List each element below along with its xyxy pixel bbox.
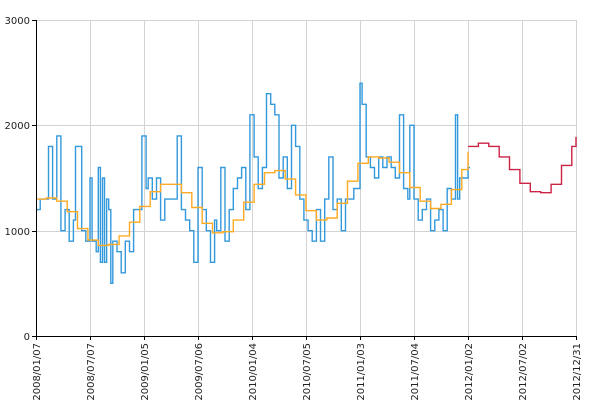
x-tick-label: 2012/12/31 <box>572 343 583 400</box>
x-tick-label: 2012/01/02 <box>464 343 475 400</box>
y-tick-label: 1000 <box>5 227 30 238</box>
grid <box>36 20 577 337</box>
series-2-line <box>36 151 469 247</box>
y-tick-label: 0 <box>24 332 30 343</box>
x-tick-label: 2008/01/07 <box>32 343 43 400</box>
series-layer <box>36 82 577 284</box>
series-1-line <box>36 82 471 284</box>
x-tick-label: 2011/07/04 <box>410 343 421 400</box>
x-tick-label: 2010/01/04 <box>248 343 259 400</box>
x-tick-label: 2009/01/05 <box>140 343 151 400</box>
axes <box>32 20 577 340</box>
tick-labels: 0 1000 2000 3000 2008/01/07 2008/07/07 2009/01… <box>5 16 583 400</box>
series-3-line <box>468 136 577 194</box>
x-tick-label: 2010/07/05 <box>302 343 313 400</box>
x-tick-label: 2009/07/06 <box>194 343 205 400</box>
x-tick-label: 2011/01/03 <box>356 343 367 400</box>
x-tick-label: 2008/07/07 <box>86 343 97 400</box>
y-tick-label: 2000 <box>5 121 30 132</box>
y-tick-label: 3000 <box>5 16 30 27</box>
x-tick-label: 2012/07/02 <box>518 343 529 400</box>
